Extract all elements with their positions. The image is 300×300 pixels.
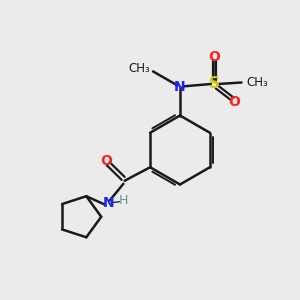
Text: H: H (119, 194, 128, 207)
Text: O: O (101, 154, 112, 168)
Text: O: O (208, 50, 220, 64)
Text: O: O (228, 95, 240, 109)
Text: S: S (209, 76, 220, 92)
Text: CH₃: CH₃ (128, 62, 150, 76)
Text: N: N (174, 80, 186, 94)
Text: CH₃: CH₃ (246, 76, 268, 89)
Text: N: N (102, 196, 114, 210)
